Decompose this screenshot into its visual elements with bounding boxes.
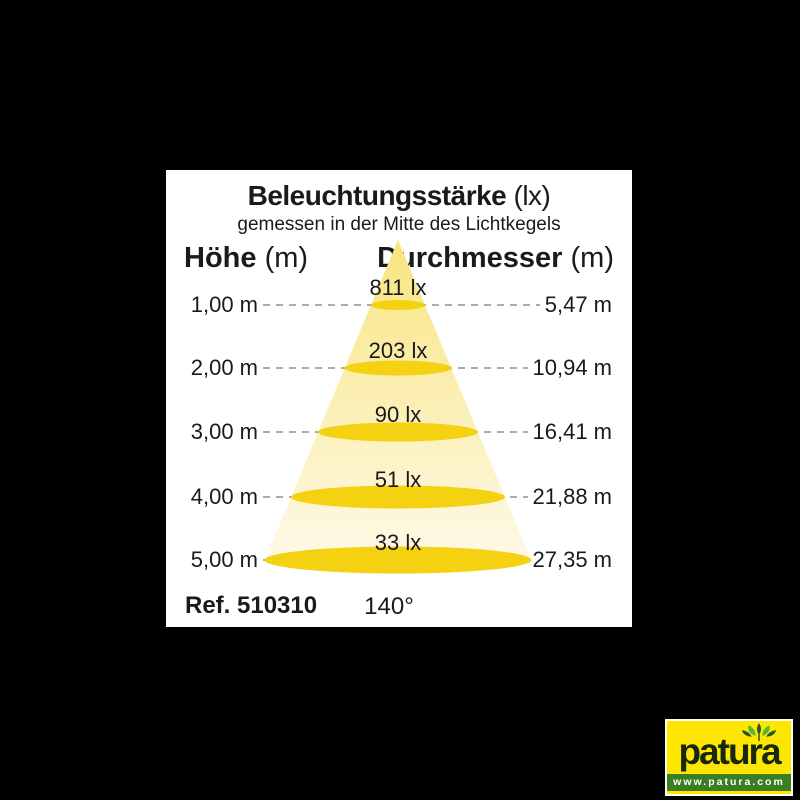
brand-name: patura [678, 731, 781, 772]
reference-number: Ref. 510310 [185, 592, 318, 619]
diameter-label-row-5: 27,35 m [532, 547, 613, 572]
column-header-height-unit: (m) [264, 242, 309, 274]
diameter-label-row-2: 10,94 m [532, 355, 613, 380]
lux-value-row-3: 90 lx [375, 402, 421, 427]
panel-title: Beleuchtungsstärke (lx) [166, 180, 632, 212]
lux-value-row-5: 33 lx [375, 530, 421, 555]
diameter-label-row-3: 16,41 m [532, 419, 613, 444]
light-pool-ellipse-3 [318, 422, 478, 442]
diameter-label-row-4: 21,88 m [532, 484, 613, 509]
plant-leaves-icon [741, 722, 777, 742]
lux-value-row-4: 51 lx [375, 467, 421, 492]
height-label-row-4: 4,00 m [190, 484, 258, 509]
height-label-row-3: 3,00 m [190, 419, 258, 444]
light-pool-ellipse-2 [344, 360, 452, 376]
light-cone-panel: Beleuchtungsstärke (lx) gemessen in der … [166, 170, 632, 627]
panel-title-text: Beleuchtungsstärke [247, 180, 507, 211]
column-header-height-label: Höhe [184, 242, 257, 274]
lux-value-row-1: 811 lx [369, 275, 426, 300]
column-header-height: Höhe (m) [184, 242, 308, 275]
lux-value-row-2: 203 lx [369, 338, 428, 363]
brand-url-bar: www.patura.com [667, 774, 791, 791]
light-cone-shape [264, 240, 532, 561]
brand-url: www.patura.com [673, 776, 785, 788]
height-label-row-2: 2,00 m [190, 355, 258, 380]
panel-title-unit: (lx) [513, 180, 551, 211]
light-pool-ellipse-1 [371, 300, 425, 310]
height-label-row-5: 5,00 m [190, 547, 258, 572]
diameter-label-row-1: 5,47 m [544, 292, 612, 317]
patura-logo: patura www.patura.com [665, 719, 793, 796]
light-cone-diagram: 811 lx 203 lx 90 lx 51 lx 33 lx [263, 240, 540, 574]
height-label-row-1: 1,00 m [190, 292, 258, 317]
panel-subtitle: gemessen in der Mitte des Lichtkegels [237, 214, 561, 235]
light-pool-ellipse-5 [264, 546, 532, 574]
column-header-diameter-unit: (m) [570, 242, 614, 274]
light-pool-ellipse-4 [291, 485, 505, 509]
beam-angle: 140° [364, 593, 414, 620]
